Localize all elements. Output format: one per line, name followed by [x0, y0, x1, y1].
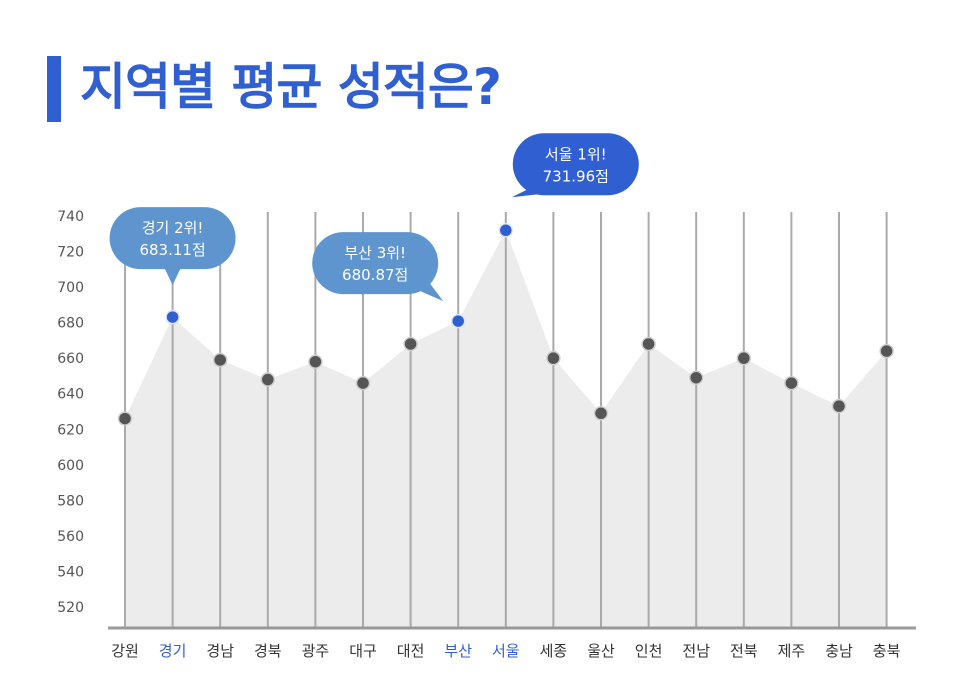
callout-경기: 경기 2위! 683.11점: [109, 207, 236, 286]
data-point[interactable]: [784, 375, 799, 391]
title-accent-bar: [47, 56, 61, 122]
y-tick-label: 680: [57, 316, 84, 332]
callout-bubble: [109, 207, 236, 270]
data-point[interactable]: [355, 375, 371, 391]
x-tick-label: 인천: [635, 642, 663, 660]
data-point[interactable]: [212, 352, 228, 368]
page-title: 지역별 평균 성적은?: [80, 58, 502, 116]
data-point[interactable]: [260, 372, 276, 387]
x-tick-label: 경남: [206, 642, 234, 660]
x-tick-label: 제주: [778, 642, 806, 660]
y-tick-label: 700: [57, 280, 84, 296]
y-tick-label: 600: [57, 458, 84, 474]
x-tick-label: 전남: [682, 642, 710, 660]
x-tick-label: 대전: [397, 642, 425, 660]
x-tick-label: 전북: [730, 642, 758, 660]
data-point[interactable]: [831, 398, 847, 414]
x-tick-label: 경북: [254, 642, 282, 660]
y-tick-label: 560: [57, 529, 84, 545]
x-tick-label: 대구: [349, 642, 377, 660]
data-point[interactable]: [117, 411, 133, 426]
data-point[interactable]: [450, 313, 466, 329]
y-tick-label: 580: [57, 493, 84, 509]
data-point[interactable]: [165, 309, 180, 325]
y-tick-label: 740: [57, 209, 84, 225]
callout-bubble: [512, 133, 639, 196]
data-point[interactable]: [546, 350, 561, 366]
x-tick-label: 부산: [444, 642, 472, 660]
y-tick-label: 640: [57, 387, 84, 403]
callout-부산: 부산 3위! 680.87점: [312, 232, 444, 302]
callout-score-text: 683.11점: [139, 241, 205, 259]
x-tick-label: 세종: [540, 642, 568, 660]
x-tick-label: 경기: [159, 642, 187, 660]
data-point[interactable]: [879, 343, 894, 359]
x-tick-label: 강원: [111, 642, 139, 660]
data-point[interactable]: [688, 370, 704, 385]
y-tick-label: 540: [57, 564, 84, 580]
callout-bubble: [312, 232, 439, 295]
data-point[interactable]: [308, 354, 323, 369]
y-tick-label: 660: [57, 351, 84, 367]
callout-서울: 서울 1위! 731.96점: [511, 133, 639, 198]
y-tick-label: 620: [57, 422, 84, 438]
y-tick-label: 520: [57, 600, 84, 616]
callout-tail: [163, 266, 182, 286]
data-point[interactable]: [498, 223, 514, 238]
callout-score-text: 731.96점: [543, 167, 609, 185]
x-tick-label: 광주: [302, 642, 330, 660]
x-tick-label: 서울: [492, 642, 520, 660]
data-point[interactable]: [641, 336, 656, 352]
y-tick-label: 720: [57, 245, 84, 261]
callout-rank-text: 서울 1위!: [545, 145, 607, 163]
data-point[interactable]: [736, 350, 752, 366]
data-point[interactable]: [593, 406, 609, 421]
callout-rank-text: 부산 3위!: [344, 244, 406, 262]
x-tick-label: 충북: [873, 642, 901, 660]
x-tick-label: 충남: [825, 642, 853, 660]
x-tick-label: 울산: [587, 642, 615, 660]
callout-score-text: 680.87점: [342, 266, 408, 284]
callout-rank-text: 경기 2위!: [142, 219, 204, 237]
data-point[interactable]: [403, 336, 418, 352]
